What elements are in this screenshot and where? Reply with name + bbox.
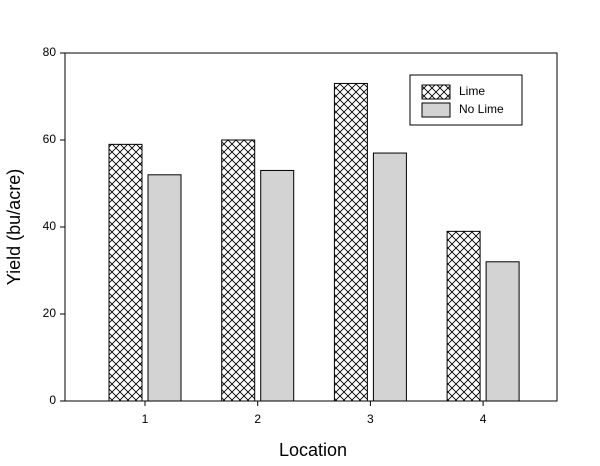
bar: [485, 261, 520, 402]
y-tick-label: 60: [43, 132, 57, 146]
x-tick-label: 2: [254, 412, 261, 426]
y-axis-title: Yield (bu/acre): [4, 169, 24, 285]
x-tick-label: 1: [142, 412, 149, 426]
bar: [333, 82, 368, 402]
bar: [260, 169, 295, 402]
x-tick-label: 4: [480, 412, 487, 426]
x-axis-title: Location: [279, 440, 347, 460]
legend-label: No Lime: [459, 102, 504, 116]
y-tick-label: 80: [43, 45, 57, 59]
legend-swatch: [421, 102, 451, 118]
y-tick-label: 0: [49, 393, 56, 407]
bar: [446, 230, 481, 402]
y-tick-label: 20: [43, 306, 57, 320]
bar: [147, 174, 182, 402]
legend-label: Lime: [459, 84, 485, 98]
bar: [108, 143, 143, 402]
bar: [372, 152, 407, 402]
x-tick-label: 3: [367, 412, 374, 426]
y-tick-label: 40: [43, 219, 57, 233]
legend-swatch: [421, 84, 451, 100]
bar: [221, 139, 256, 402]
